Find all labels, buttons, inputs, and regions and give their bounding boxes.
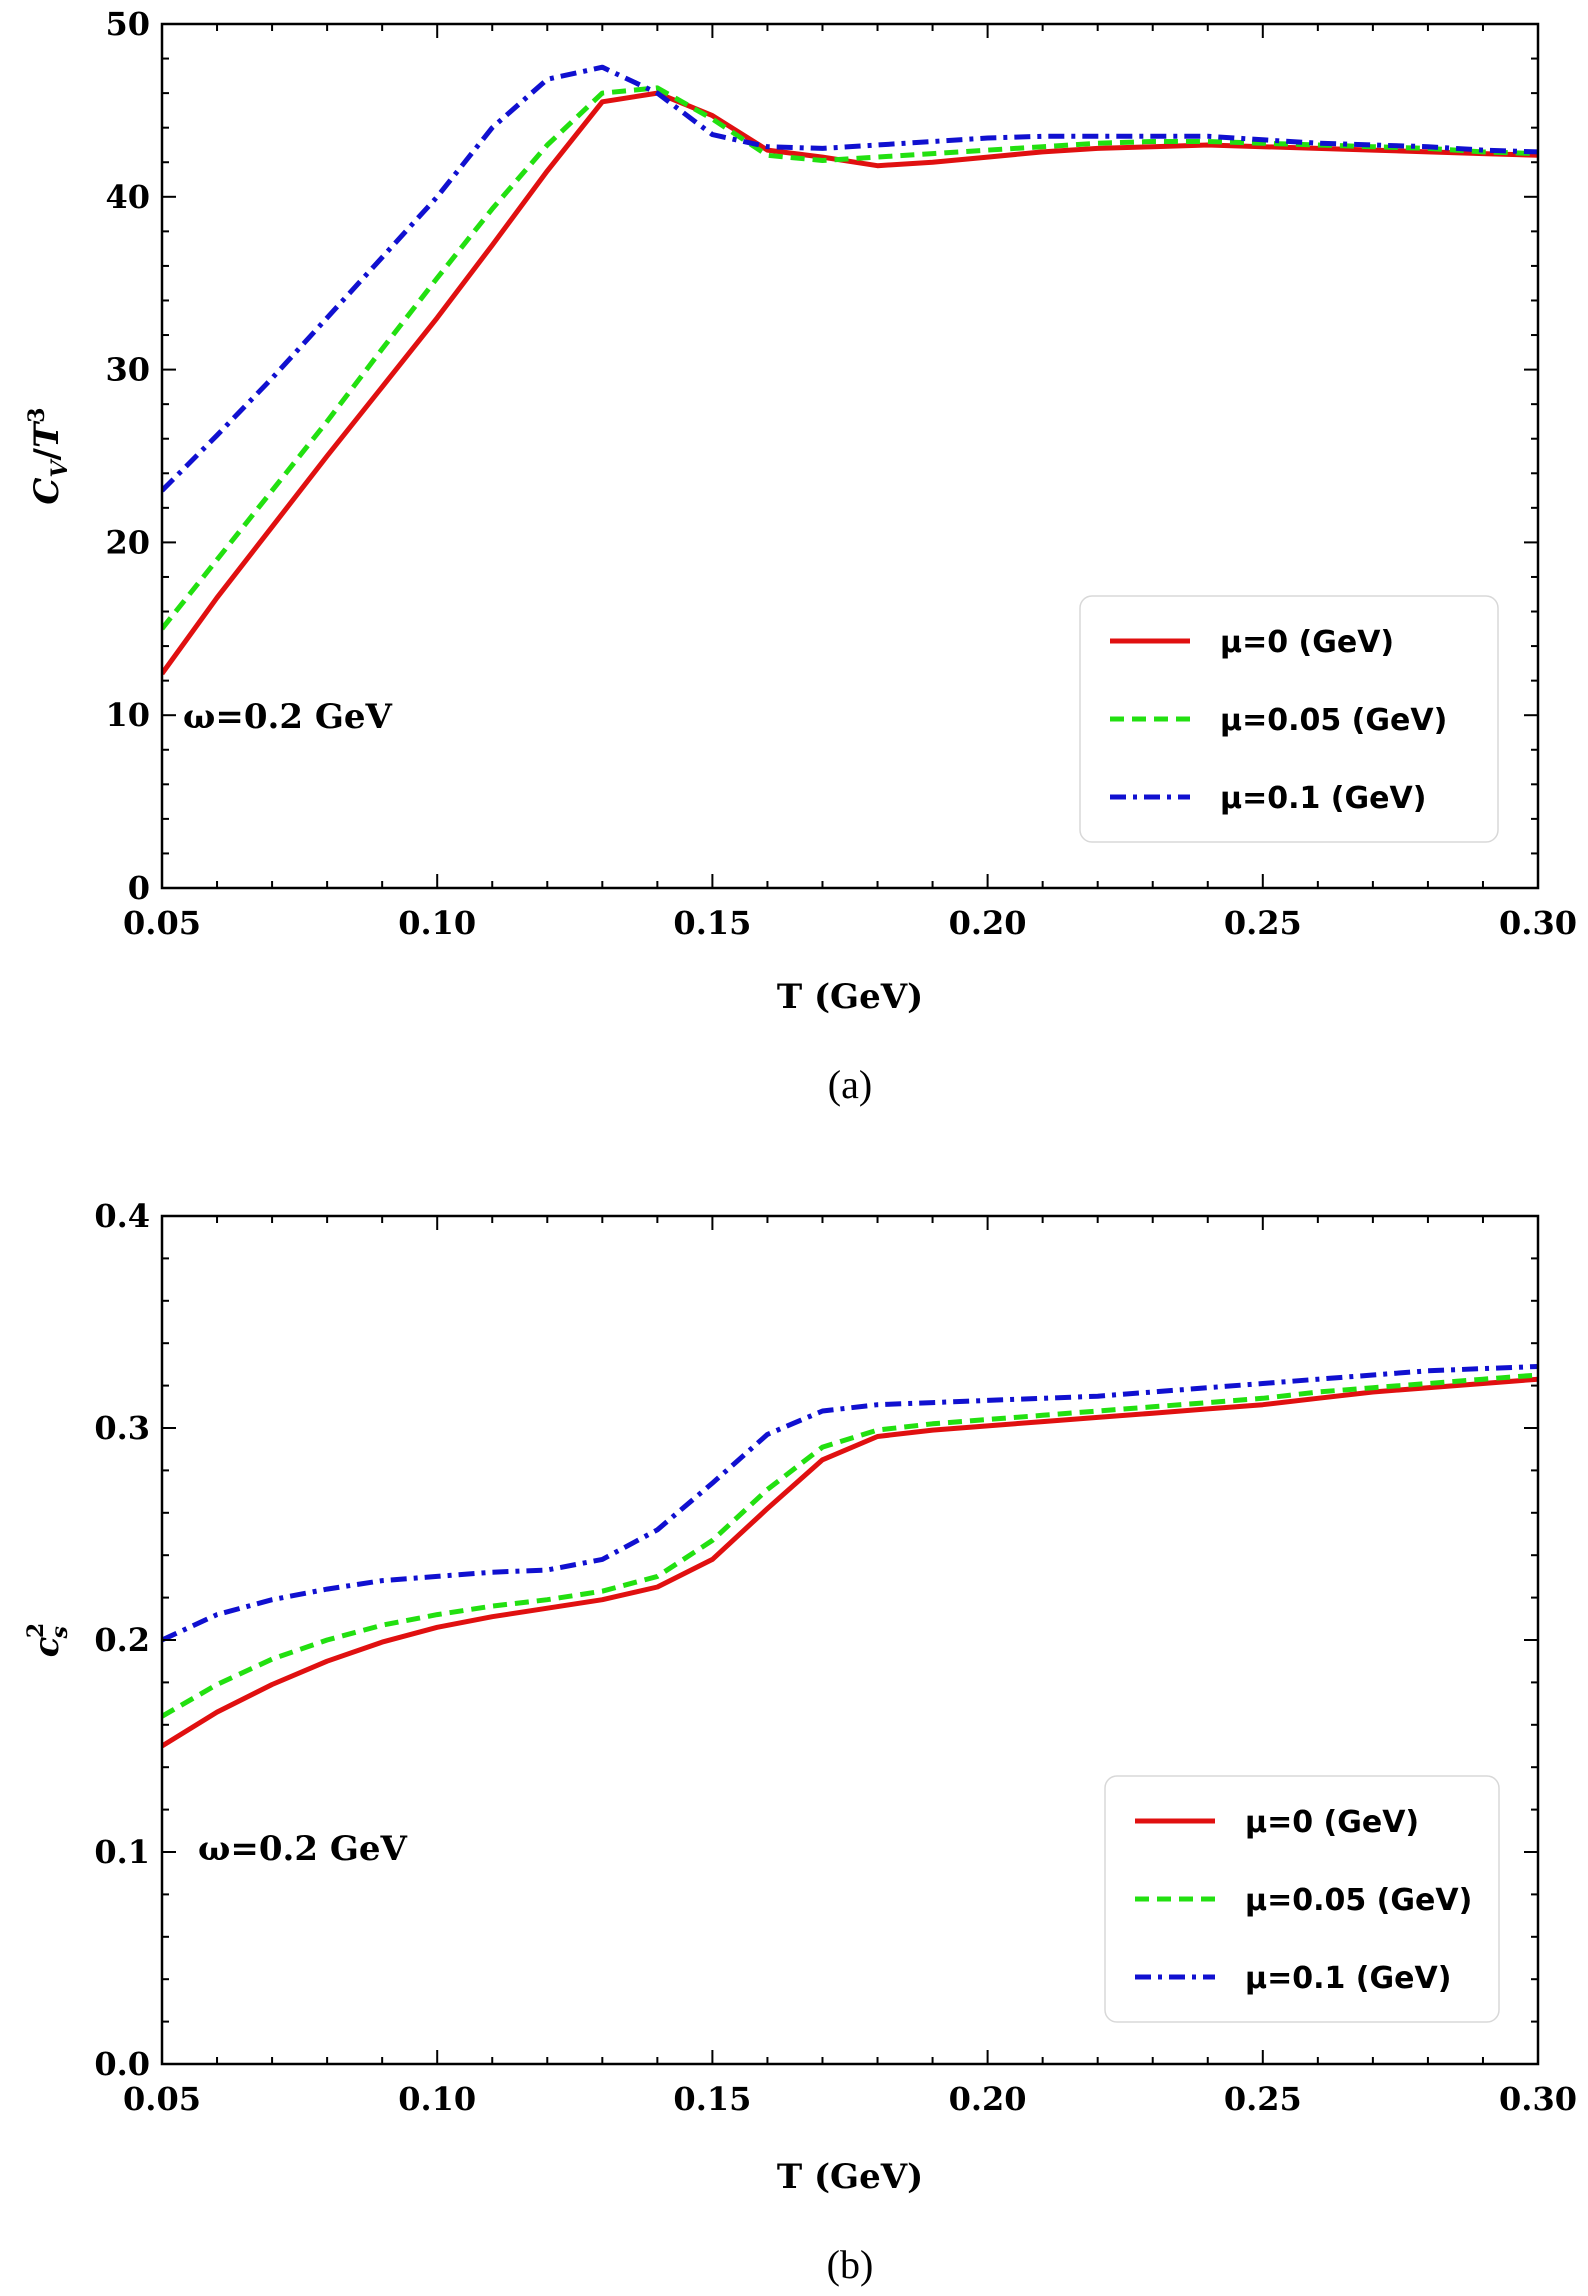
y-tick-label: 0 [128, 869, 150, 907]
legend-box [1079, 595, 1499, 843]
series-line-2 [162, 64, 1538, 493]
panel-b-ticks [161, 1215, 1539, 2065]
y-tick-label: 10 [105, 696, 150, 734]
x-tick-label: 0.30 [1499, 904, 1577, 942]
panel-a-ticks [161, 23, 1539, 889]
panel-a-y-axis-title: CV/T3 [24, 407, 73, 504]
y-tick-label: 40 [105, 178, 150, 216]
series-line-1 [162, 85, 1538, 631]
panel-a-frame [160, 22, 1540, 890]
panel-a-y-tick-labels: 0 10 20 30 40 50 [105, 5, 150, 907]
panel-b-y-axis-title: cs2 [23, 1623, 73, 1657]
panel-b-legend: μ=0 (GeV) μ=0.05 (GeV) μ=0.1 (GeV) [1104, 1775, 1500, 2023]
panel-a-caption: (a) [828, 1062, 872, 1107]
panel-b-omega-annotation: ω=0.2 GeV [198, 1829, 408, 1869]
y-tick-label: 0.2 [94, 1621, 150, 1659]
panel-a-x-tick-labels: 0.05 0.10 0.15 0.20 0.25 0.30 [123, 904, 1577, 942]
legend-label-0: μ=0 (GeV) [1220, 625, 1394, 660]
y-tick-label: 50 [105, 5, 150, 43]
x-tick-label: 0.15 [673, 904, 751, 942]
panel-b-y-tick-labels: 0.0 0.1 0.2 0.3 0.4 [94, 1197, 150, 2083]
x-tick-label: 0.10 [398, 2080, 476, 2118]
legend-label-2: μ=0.1 (GeV) [1220, 781, 1426, 816]
panel-a: 0.05 0.10 0.15 0.20 0.25 0.30 0 10 20 30 40 50 T (… [24, 5, 1577, 1107]
y-tick-label: 0.1 [94, 1833, 150, 1871]
y-tick-label: 0.4 [94, 1197, 150, 1235]
x-tick-label: 0.20 [949, 2080, 1027, 2118]
panel-a-omega-annotation: ω=0.2 GeV [183, 697, 393, 737]
panel-a-curves [162, 64, 1538, 676]
series-line-2 [162, 1364, 1538, 1643]
series-line-0 [162, 1376, 1538, 1749]
x-tick-label: 0.05 [123, 2080, 201, 2118]
legend-label-1: μ=0.05 (GeV) [1245, 1883, 1472, 1918]
panel-b-x-tick-labels: 0.05 0.10 0.15 0.20 0.25 0.30 [123, 2080, 1577, 2118]
panel-b-x-axis-title: T (GeV) [777, 2157, 923, 2197]
y-tick-label: 30 [105, 351, 150, 389]
series-line-1 [162, 1372, 1538, 1719]
legend-label-1: μ=0.05 (GeV) [1220, 703, 1447, 738]
panel-b-curves [162, 1364, 1538, 1749]
x-tick-label: 0.25 [1224, 2080, 1302, 2118]
panel-a-legend: μ=0 (GeV) μ=0.05 (GeV) μ=0.1 (GeV) [1079, 595, 1499, 843]
x-tick-label: 0.15 [673, 2080, 751, 2118]
legend-label-2: μ=0.1 (GeV) [1245, 1961, 1451, 1996]
y-tick-label: 20 [105, 523, 150, 561]
x-tick-label: 0.10 [398, 904, 476, 942]
y-tick-label: 0.0 [94, 2045, 150, 2083]
panel-a-x-axis-title: T (GeV) [777, 977, 923, 1017]
legend-box [1104, 1775, 1500, 2023]
panel-b: 0.05 0.10 0.15 0.20 0.25 0.30 0.0 0.1 0.2 0.3 0.4… [23, 1197, 1577, 2287]
x-tick-label: 0.05 [123, 904, 201, 942]
y-tick-label: 0.3 [94, 1409, 150, 1447]
legend-label-0: μ=0 (GeV) [1245, 1805, 1419, 1840]
x-tick-label: 0.30 [1499, 2080, 1577, 2118]
panel-b-caption: (b) [827, 2242, 874, 2287]
x-tick-label: 0.20 [949, 904, 1027, 942]
series-line-0 [162, 90, 1538, 676]
x-tick-label: 0.25 [1224, 904, 1302, 942]
